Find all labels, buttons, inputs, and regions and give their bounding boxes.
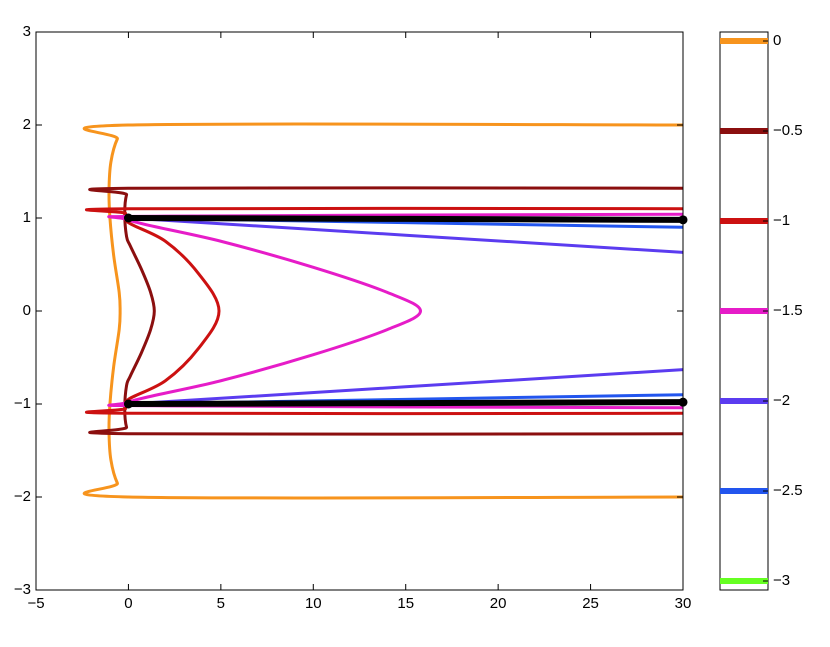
y-tick-label: 1 xyxy=(23,209,31,226)
colorbar-label: −3 xyxy=(773,572,790,589)
plot-frame xyxy=(35,31,684,591)
colorbar-label: −0.5 xyxy=(773,122,803,139)
colorbar-label: 0 xyxy=(773,32,781,49)
y-tick-label: −2 xyxy=(14,488,31,505)
x-tick-label: 30 xyxy=(675,595,692,612)
contour-line xyxy=(82,122,684,500)
y-tick-label: −3 xyxy=(14,581,31,598)
contour-line xyxy=(128,215,684,407)
marker xyxy=(123,399,133,409)
x-tick-label: −5 xyxy=(27,595,44,612)
x-tick-label: 25 xyxy=(582,595,599,612)
colorbar-label: −1 xyxy=(773,212,790,229)
y-tick-label: 3 xyxy=(23,23,31,40)
x-tick-label: 5 xyxy=(217,595,225,612)
y-tick-label: 0 xyxy=(23,302,31,319)
x-tick-label: 0 xyxy=(124,595,132,612)
contour-line xyxy=(107,212,684,410)
y-tick-label: −1 xyxy=(14,395,31,412)
colorbar-label: −2.5 xyxy=(773,482,803,499)
contour-line xyxy=(84,206,684,416)
marker xyxy=(123,213,133,223)
contour-line xyxy=(88,186,684,436)
colorbar-label: −1.5 xyxy=(773,302,803,319)
x-tick-label: 10 xyxy=(305,595,322,612)
contour-line xyxy=(128,216,684,406)
x-tick-label: 20 xyxy=(490,595,507,612)
x-tick-label: 15 xyxy=(397,595,414,612)
y-tick-label: 2 xyxy=(23,116,31,133)
colorbar-label: −2 xyxy=(773,392,790,409)
